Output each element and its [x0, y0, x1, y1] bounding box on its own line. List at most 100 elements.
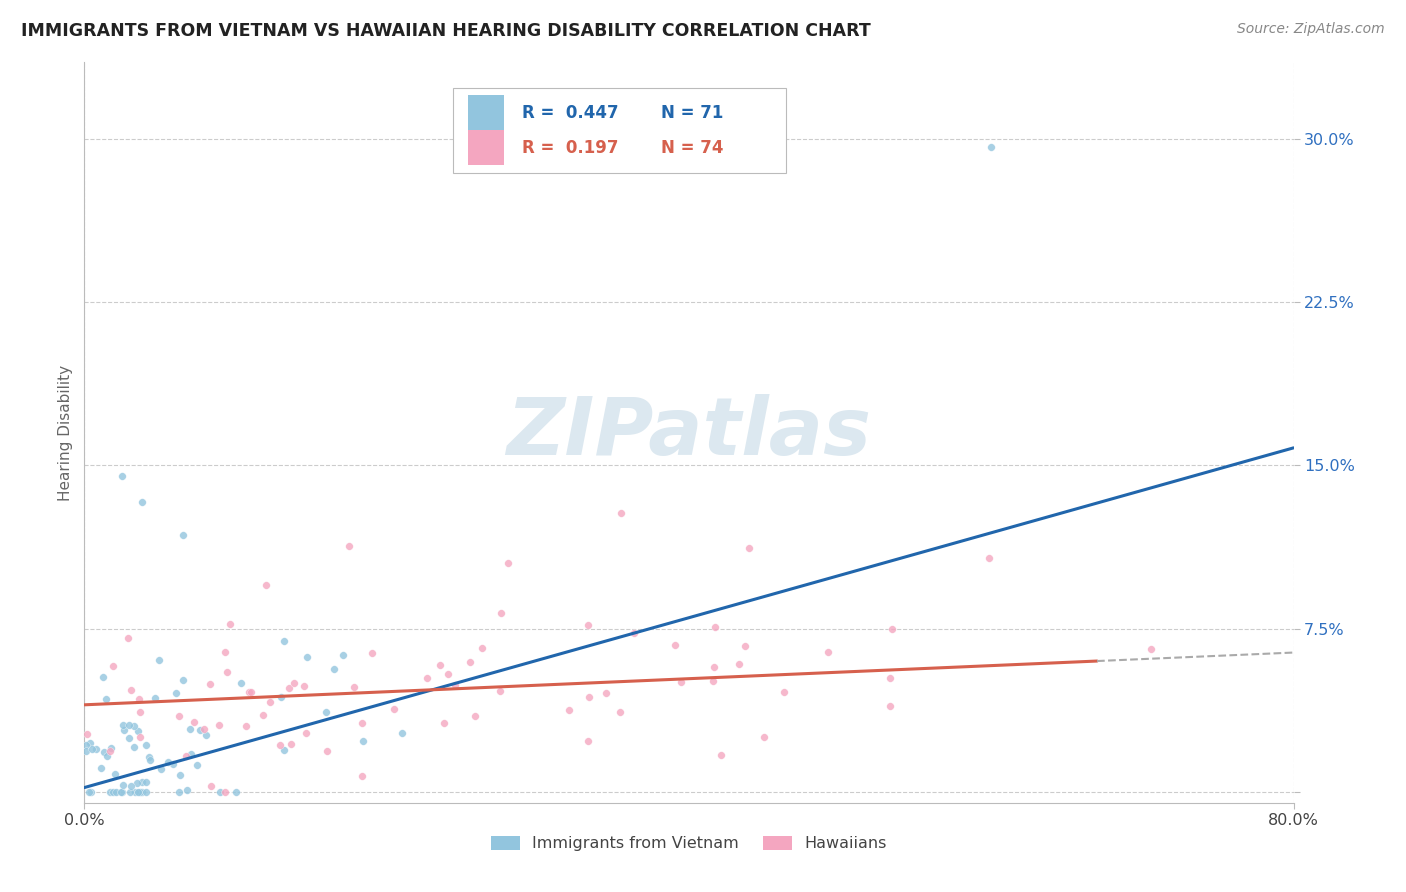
Point: [100, 741, 122, 756]
Point: [101, 785, 124, 799]
Text: R =  0.447: R = 0.447: [522, 103, 619, 122]
Point: [270, 690, 292, 704]
Point: [337, 539, 360, 553]
Point: [343, 681, 366, 695]
Point: [188, 723, 211, 737]
Point: [128, 705, 150, 719]
Point: [738, 541, 761, 555]
Point: [111, 778, 134, 792]
Point: [382, 702, 405, 716]
Point: [125, 776, 148, 790]
Point: [195, 728, 218, 742]
Point: [79, 785, 101, 799]
Point: [214, 785, 236, 799]
Point: [156, 755, 179, 769]
FancyBboxPatch shape: [453, 88, 786, 173]
Point: [669, 675, 692, 690]
Point: [752, 730, 775, 744]
Point: [110, 785, 132, 799]
Point: [111, 469, 134, 483]
Point: [76, 727, 98, 741]
Point: [127, 724, 149, 739]
Point: [623, 626, 645, 640]
Point: [135, 775, 157, 789]
Point: [471, 640, 494, 655]
Point: [148, 653, 170, 667]
Point: [111, 785, 134, 799]
Point: [118, 718, 141, 732]
Point: [82, 741, 104, 756]
Point: [131, 785, 153, 799]
Point: [138, 750, 160, 764]
Point: [98, 744, 121, 758]
Point: [93, 670, 115, 684]
Point: [703, 659, 725, 673]
Point: [174, 748, 197, 763]
Point: [415, 672, 437, 686]
Point: [610, 506, 633, 520]
Point: [278, 681, 301, 696]
Point: [167, 785, 190, 799]
Point: [128, 691, 150, 706]
Point: [172, 528, 194, 542]
Point: [352, 734, 374, 748]
Point: [135, 785, 157, 799]
Point: [120, 779, 142, 793]
Point: [198, 677, 221, 691]
Point: [167, 709, 190, 723]
Point: [225, 785, 247, 799]
Point: [488, 683, 510, 698]
Text: N = 71: N = 71: [661, 103, 724, 122]
Point: [131, 495, 153, 509]
Point: [90, 761, 112, 775]
Point: [460, 655, 482, 669]
Point: [127, 785, 149, 799]
Point: [259, 695, 281, 709]
Point: [75, 738, 97, 752]
Point: [231, 675, 253, 690]
Point: [444, 677, 467, 691]
Point: [734, 639, 756, 653]
Point: [269, 738, 291, 752]
Point: [98, 785, 121, 799]
Point: [361, 646, 384, 660]
Point: [75, 744, 97, 758]
Point: [143, 690, 166, 705]
Point: [162, 757, 184, 772]
Point: [112, 717, 135, 731]
Point: [180, 747, 202, 762]
Point: [322, 662, 344, 676]
Point: [186, 758, 208, 772]
Point: [93, 745, 115, 759]
Point: [727, 657, 749, 672]
Text: IMMIGRANTS FROM VIETNAM VS HAWAIIAN HEARING DISABILITY CORRELATION CHART: IMMIGRANTS FROM VIETNAM VS HAWAIIAN HEAR…: [21, 22, 870, 40]
Point: [558, 703, 581, 717]
Legend: Immigrants from Vietnam, Hawaiians: Immigrants from Vietnam, Hawaiians: [485, 830, 893, 858]
Point: [609, 705, 631, 719]
Point: [429, 658, 451, 673]
Point: [496, 556, 519, 570]
Point: [880, 622, 903, 636]
Point: [207, 718, 229, 732]
Point: [710, 748, 733, 763]
Point: [817, 645, 839, 659]
Text: ZIPatlas: ZIPatlas: [506, 393, 872, 472]
Text: Source: ZipAtlas.com: Source: ZipAtlas.com: [1237, 22, 1385, 37]
Point: [120, 682, 142, 697]
Point: [129, 785, 152, 799]
Point: [200, 779, 222, 793]
Point: [117, 731, 139, 745]
Bar: [468, 95, 503, 130]
Point: [96, 749, 118, 764]
Point: [135, 739, 157, 753]
Point: [208, 785, 231, 799]
Point: [316, 744, 339, 758]
Point: [280, 737, 302, 751]
Text: R =  0.197: R = 0.197: [522, 138, 619, 157]
Point: [576, 733, 599, 747]
Point: [235, 719, 257, 733]
Point: [295, 650, 318, 665]
Point: [101, 659, 124, 673]
Point: [252, 708, 274, 723]
Point: [131, 774, 153, 789]
